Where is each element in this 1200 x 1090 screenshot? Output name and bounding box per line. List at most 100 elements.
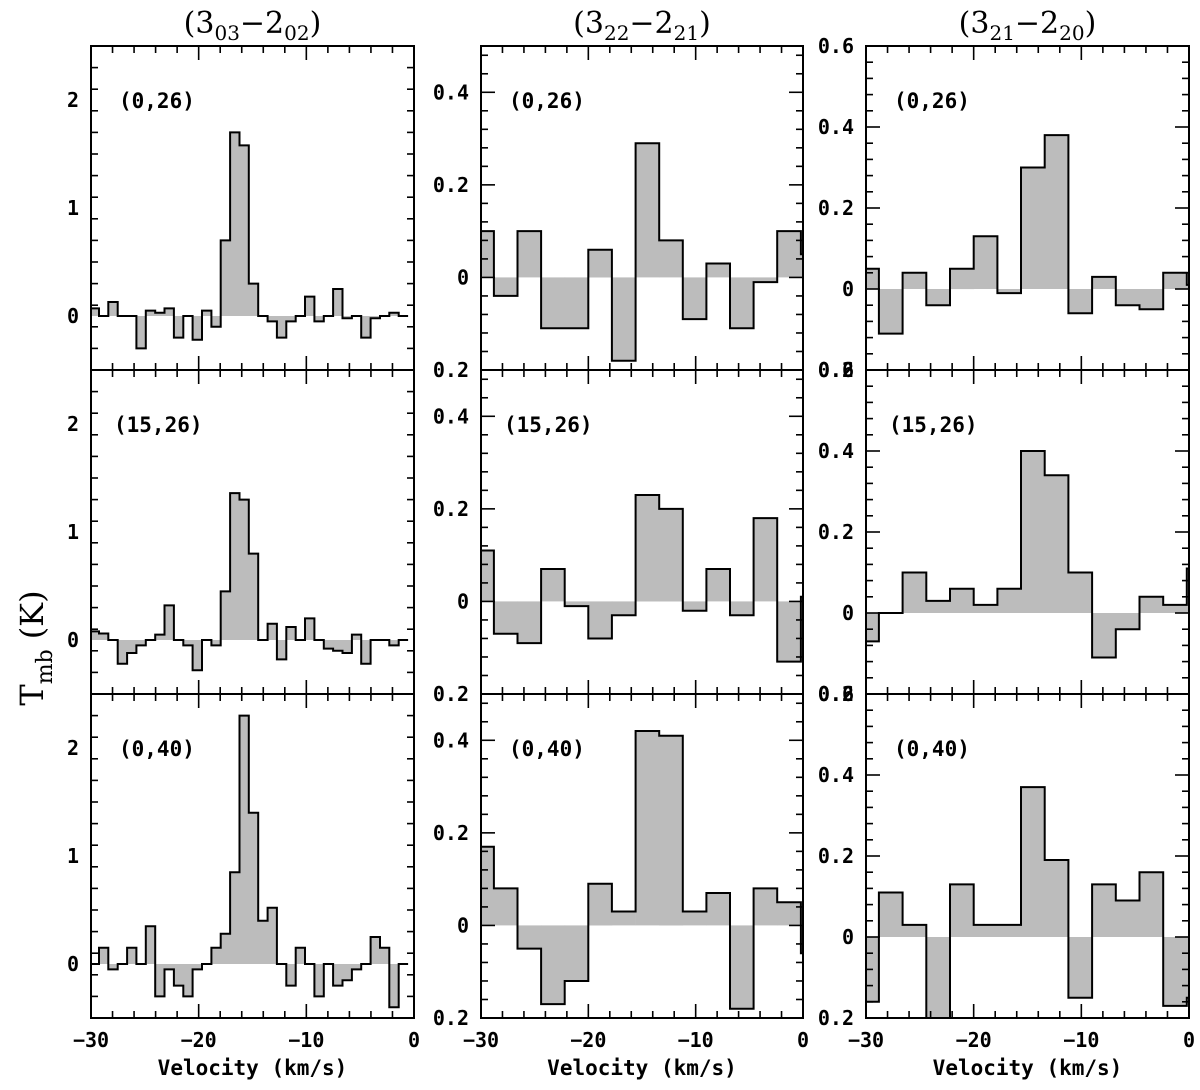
channel-bar (239, 499, 250, 640)
channel-bar (493, 888, 518, 926)
y-tick-label: 0.2 (433, 497, 469, 521)
channel-bar (517, 231, 542, 278)
x-tick-label: −10 (288, 1028, 324, 1052)
spectrum-line (481, 142, 803, 362)
channel-bar (173, 964, 184, 986)
y-tick-label: 0.2 (433, 682, 469, 706)
channel-bar (1163, 937, 1188, 1006)
y-tick-label: 1 (67, 196, 79, 220)
channel-bar (314, 316, 325, 322)
x-tick-label: 0 (408, 1028, 420, 1052)
channel-bar (481, 550, 495, 602)
y-tick-label: 1 (67, 844, 79, 868)
channel-bar (1021, 451, 1046, 613)
y-tick-label: 0 (842, 601, 854, 625)
panel-c1-r0: 0.2 0 0.2 0.4 (0,26) (433, 45, 804, 382)
x-tick-label: −20 (570, 1028, 606, 1052)
channel-bar (361, 316, 371, 338)
channel-bar (1115, 613, 1140, 630)
channel-bar (370, 316, 381, 319)
y-tick-label: 0 (67, 628, 79, 652)
channel-bar (202, 310, 212, 316)
channel-bar (481, 231, 495, 278)
channel-bar (635, 731, 660, 926)
channel-bar (777, 601, 802, 662)
y-tick-label: 0.2 (818, 682, 854, 706)
channel-bar (1186, 937, 1189, 998)
channel-bar (1139, 289, 1164, 310)
spectrum-line (91, 492, 409, 672)
channel-bar (541, 569, 566, 602)
channel-bar (164, 964, 175, 970)
position-label: (0,26) (509, 89, 585, 113)
channel-bar (1092, 276, 1117, 289)
channel-bar (286, 316, 297, 322)
channel-bar (635, 495, 660, 602)
panel-c1-r1: 0.2 0 0.2 0.4 (15,26) (433, 369, 804, 706)
channel-bar (878, 892, 903, 937)
channel-bar (91, 308, 100, 316)
position-label: (15,26) (114, 413, 203, 437)
channel-bar (997, 924, 1022, 937)
channel-bar (127, 947, 137, 964)
channel-bar (211, 316, 222, 327)
y-label-unit: (K) (13, 590, 51, 639)
channel-bar (611, 911, 636, 926)
channel-bar (342, 964, 353, 981)
column-title-1: (322−221) (573, 6, 711, 45)
channel-bar (866, 613, 880, 642)
y-tick-label: 0 (842, 925, 854, 949)
channel-bar (753, 888, 778, 926)
channel-bar (248, 553, 259, 640)
y-tick-label: 0.4 (818, 439, 854, 463)
channel-bar (211, 947, 222, 964)
channel-bar (950, 884, 975, 937)
channel-bar (155, 312, 165, 316)
channel-bar (588, 601, 613, 639)
x-axis-title: Velocity (km/s) (547, 1056, 737, 1080)
channel-bar (973, 924, 998, 937)
channel-bar (127, 640, 137, 653)
channel-bar (800, 925, 803, 954)
channel-bar (1044, 475, 1069, 613)
panel-c0-r0: 0 1 2 (0,26) (67, 45, 415, 371)
channel-bar (1139, 872, 1164, 937)
channel-bar (155, 634, 165, 640)
panel-c2-r2: 0.2 0 0.2 0.4 0.6 (0,40) (818, 682, 1190, 1030)
svg-text:Tmb(K): Tmb (K) (13, 590, 58, 705)
channel-bar (611, 601, 636, 616)
y-tick-label: 0 (67, 304, 79, 328)
channel-bar (706, 263, 731, 278)
channel-bar (351, 634, 362, 640)
channel-bar (230, 872, 240, 964)
channel-bar (1186, 284, 1189, 289)
channel-bar (950, 268, 975, 290)
position-label: (15,26) (889, 413, 978, 437)
y-tick-label: 2 (67, 736, 79, 760)
channel-bar (564, 601, 589, 606)
x-axis-labels: −30 −20 −10 0 Velocity (km/s) −30 −20 −10 0 Veloc… (73, 1028, 1195, 1080)
spectrum-line (481, 494, 803, 663)
channel-bar (183, 964, 194, 997)
channel-bar (730, 277, 754, 329)
channel-bar (276, 316, 287, 338)
y-tick-label: 0.2 (433, 1006, 469, 1030)
channel-bar (136, 640, 147, 646)
y-label-sub: mb (33, 649, 58, 684)
y-tick-label: 0.2 (818, 358, 854, 382)
channel-bar (1068, 572, 1093, 613)
channel-bar (164, 605, 175, 640)
channel-bar (192, 316, 203, 340)
y-tick-label: 0 (457, 589, 469, 613)
channel-bar (493, 277, 518, 296)
spectrum-line (866, 450, 1189, 659)
channel-bar (192, 640, 203, 671)
channel-bar (659, 240, 684, 278)
channel-bar (706, 569, 731, 602)
channel-bar (481, 846, 495, 926)
y-tick-label: 0.6 (818, 34, 854, 58)
channel-bar (541, 277, 566, 329)
channel-bar (80, 305, 90, 316)
y-tick-label: 0 (67, 952, 79, 976)
position-label: (0,40) (509, 737, 585, 761)
